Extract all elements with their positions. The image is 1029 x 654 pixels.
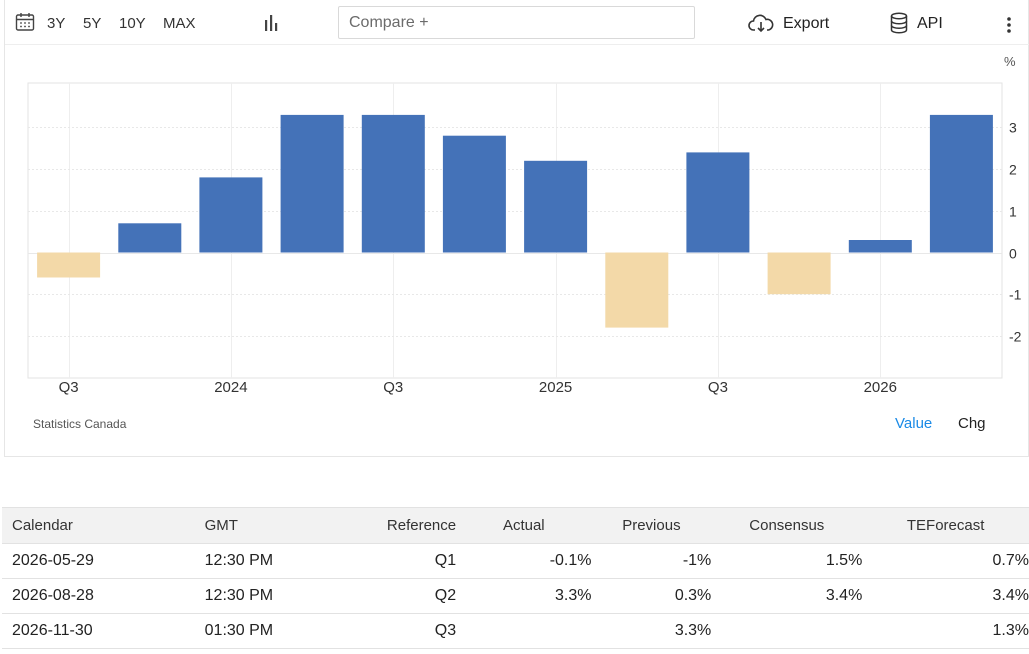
chart-panel: 3Y 5Y 10Y MAX Export <box>4 0 1029 457</box>
x-tick-label: Q3 <box>59 379 79 396</box>
cell-gmt: 01:30 PM <box>168 613 337 649</box>
cell-date: 2026-08-28 <box>2 578 169 614</box>
bar <box>848 240 912 253</box>
x-tick-label: Q3 <box>708 379 728 396</box>
bar <box>605 252 669 328</box>
more-vertical-icon[interactable] <box>1005 16 1013 39</box>
cell-date: 2026-11-30 <box>2 613 169 649</box>
bar <box>361 114 425 253</box>
bar <box>280 114 344 253</box>
api-label: API <box>917 15 943 32</box>
cell-previous: -1% <box>591 543 712 579</box>
header-reference: Reference <box>336 507 457 544</box>
cell-consensus: 3.4% <box>711 578 863 614</box>
export-label: Export <box>783 15 830 32</box>
y-tick-label: -2 <box>1009 329 1022 345</box>
bar <box>929 114 993 253</box>
header-actual: Actual <box>456 507 592 544</box>
range-5y-button[interactable]: 5Y <box>83 15 102 32</box>
cloud-download-icon <box>748 14 774 33</box>
cell-teforecast: 0.7% <box>862 543 1029 579</box>
bar-chart: 3 2 1 0 -1 -2% Q3 2024 Q3 2025 Q3 2026 <box>27 54 1022 396</box>
header-consensus: Consensus <box>711 507 863 544</box>
cell-actual: -0.1% <box>456 543 592 579</box>
bar <box>524 160 588 253</box>
header-gmt: GMT <box>168 507 337 544</box>
header-previous: Previous <box>591 507 712 544</box>
bar <box>767 252 831 295</box>
cell-reference: Q2 <box>336 578 457 614</box>
cell-reference: Q1 <box>336 543 457 579</box>
y-tick-label: 2 <box>1009 162 1017 178</box>
calendar-header-row: Calendar GMT Reference Actual Previous C… <box>2 507 1029 544</box>
y-unit-label: % <box>1004 54 1016 69</box>
table-row: 2026-11-30 01:30 PM Q3 3.3% 1.3% <box>2 613 1029 649</box>
x-tick-label: Q3 <box>383 379 403 396</box>
y-tick-label: 0 <box>1009 246 1017 262</box>
calendar-table: Calendar GMT Reference Actual Previous C… <box>2 507 1029 649</box>
bar <box>37 252 101 278</box>
cell-previous: 0.3% <box>591 578 712 614</box>
calendar-icon[interactable] <box>15 12 35 37</box>
chart-toolbar: 3Y 5Y 10Y MAX Export <box>5 0 1029 45</box>
cell-reference: Q3 <box>336 613 457 649</box>
x-tick-label: 2026 <box>864 379 897 396</box>
cell-teforecast: 3.4% <box>862 578 1029 614</box>
cell-consensus: 1.5% <box>711 543 863 579</box>
bar <box>118 223 182 253</box>
y-tick-label: 3 <box>1009 120 1017 136</box>
cell-gmt: 12:30 PM <box>168 543 337 579</box>
y-tick-label: -1 <box>1009 287 1022 303</box>
database-icon <box>890 12 908 34</box>
cell-actual: 3.3% <box>456 578 592 614</box>
bar <box>199 177 263 253</box>
table-row: 2026-08-28 12:30 PM Q2 3.3% 0.3% 3.4% 3.… <box>2 578 1029 614</box>
chg-mode-toggle[interactable]: Chg <box>958 415 986 432</box>
bar-chart-icon[interactable] <box>263 14 281 37</box>
bar <box>686 152 750 253</box>
range-3y-button[interactable]: 3Y <box>47 15 66 32</box>
plot-frame <box>27 82 1003 379</box>
cell-date: 2026-05-29 <box>2 543 169 579</box>
cell-previous: 3.3% <box>591 613 712 649</box>
bar <box>442 135 506 253</box>
compare-input[interactable] <box>338 6 695 39</box>
chart-source: Statistics Canada <box>33 417 127 431</box>
x-tick-label: 2025 <box>539 379 572 396</box>
table-row: 2026-05-29 12:30 PM Q1 -0.1% -1% 1.5% 0.… <box>2 543 1029 579</box>
cell-teforecast: 1.3% <box>862 613 1029 649</box>
header-teforecast: TEForecast <box>862 507 1029 544</box>
cell-actual <box>456 613 592 649</box>
range-10y-button[interactable]: 10Y <box>119 15 146 32</box>
header-calendar: Calendar <box>2 507 169 544</box>
cell-gmt: 12:30 PM <box>168 578 337 614</box>
y-tick-label: 1 <box>1009 204 1017 220</box>
range-max-button[interactable]: MAX <box>163 15 196 32</box>
cell-consensus <box>711 613 863 649</box>
value-mode-toggle[interactable]: Value <box>895 415 933 432</box>
x-tick-label: 2024 <box>214 379 247 396</box>
